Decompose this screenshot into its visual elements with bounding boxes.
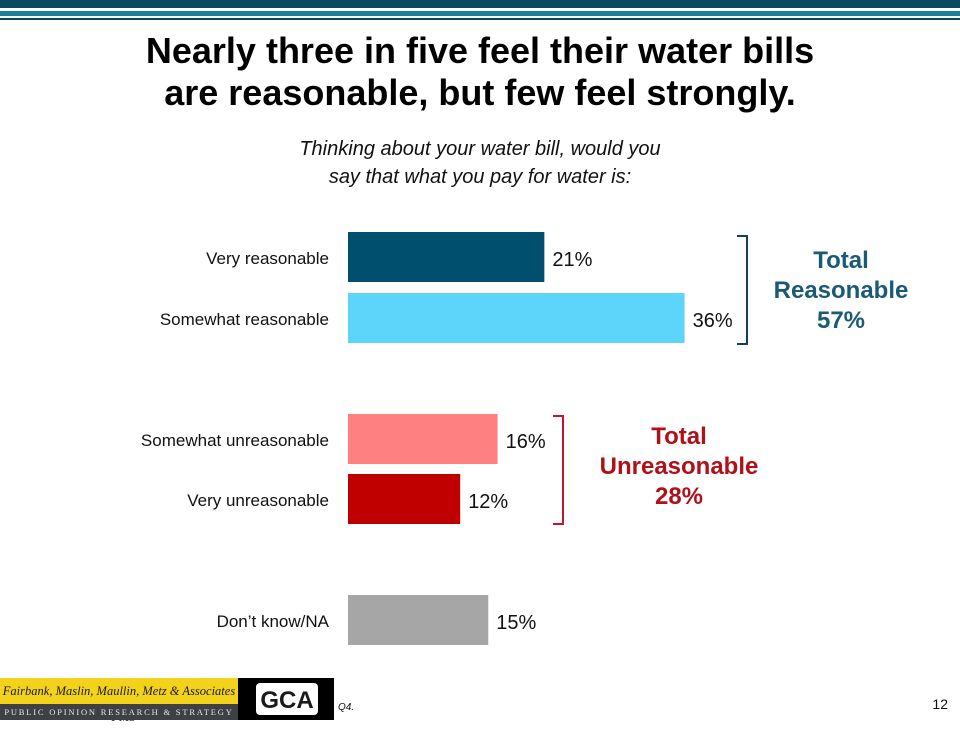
header-stripe-thin: [0, 18, 960, 20]
bar-4: [348, 474, 461, 524]
question-line-2: say that what you pay for water is:: [328, 166, 632, 188]
total-reasonable-line-3: 57%: [817, 307, 865, 334]
page-number: 12: [932, 696, 948, 712]
fm3-firm-name: Fairbank, Maslin, Maullin, Metz & Associ…: [2, 684, 236, 724]
total-reasonable-line-2: Reasonable: [774, 277, 909, 304]
value-label-5: 15%: [496, 612, 536, 634]
value-label-4: 12%: [468, 491, 508, 513]
question-footnote: Q4.: [338, 702, 355, 713]
slide-title: Nearly three in five feel their water bi…: [0, 30, 960, 114]
value-label-3: 16%: [506, 431, 546, 453]
total-unreasonable-line-2: Unreasonable: [600, 453, 759, 480]
bracket-reasonable: [737, 235, 748, 345]
title-line-2: are reasonable, but few feel strongly.: [164, 72, 796, 113]
fm3-logo: Fairbank, Maslin, Maullin, Metz & Associ…: [0, 678, 238, 724]
total-unreasonable-line-1: Total: [651, 423, 707, 450]
value-label-2: 36%: [693, 310, 733, 332]
bar-1: [348, 232, 545, 282]
category-label-5: Don’t know/NA: [217, 612, 330, 631]
bar-2: [348, 293, 685, 343]
header-stripe-dark: [0, 0, 960, 8]
value-label-1: 21%: [552, 249, 592, 271]
gca-logo-mark: GCA: [256, 683, 318, 715]
category-label-1: Very reasonable: [206, 249, 329, 268]
bracket-unreasonable: [553, 415, 564, 525]
total-reasonable-line-1: Total: [813, 247, 869, 274]
bar-3: [348, 414, 498, 464]
question-text: Thinking about your water bill, would yo…: [180, 135, 780, 191]
gca-logo-text: GCA: [260, 687, 313, 714]
bar-5: [348, 595, 489, 645]
fm3-tagline: PUBLIC OPINION RESEARCH & STRATEGY: [0, 704, 238, 720]
total-unreasonable-line-3: 28%: [655, 483, 703, 510]
title-line-1: Nearly three in five feel their water bi…: [145, 30, 815, 71]
question-line-1: Thinking about your water bill, would yo…: [299, 138, 661, 160]
gca-logo: GCA: [238, 678, 334, 720]
category-label-2: Somewhat reasonable: [160, 310, 329, 329]
category-label-3: Somewhat unreasonable: [141, 431, 329, 450]
category-label-4: Very unreasonable: [187, 491, 329, 510]
bar-chart: Very reasonable 21% Somewhat reasonable 36%…: [141, 232, 909, 645]
header-stripe-light: [0, 11, 960, 16]
